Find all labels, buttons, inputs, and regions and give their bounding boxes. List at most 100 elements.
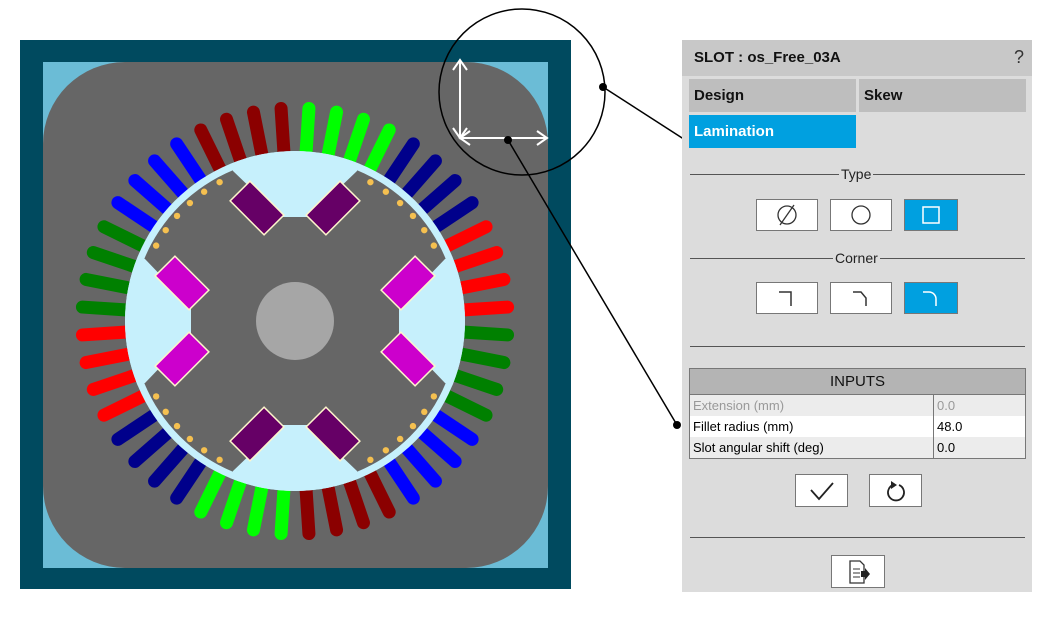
- rotor-marker-dot: [200, 447, 208, 454]
- stator-slot: [274, 480, 291, 541]
- rotor-pocket-group: [220, 151, 370, 217]
- chamfer-corner-icon: [853, 291, 867, 306]
- stator-slot: [361, 463, 396, 519]
- tab-design[interactable]: Design: [689, 79, 856, 112]
- extension-field: 0.0: [937, 398, 956, 413]
- rotor-marker-dot: [421, 226, 428, 234]
- stator-slot: [148, 439, 193, 488]
- stator-slot: [426, 406, 479, 446]
- panel-title: SLOT : os_Free_03A: [694, 49, 841, 66]
- permanent-magnet: [154, 255, 210, 311]
- stator-slot: [170, 137, 210, 190]
- fillet-radius-field[interactable]: 48.0: [937, 419, 963, 434]
- rotor-marker-dot: [367, 178, 374, 186]
- stator-slot: [361, 123, 396, 179]
- rotor-marker-dot: [421, 408, 428, 416]
- stator-slot: [194, 123, 229, 179]
- panel-header: SLOT : os_Free_03A ?: [682, 40, 1032, 76]
- stator-slot: [128, 423, 177, 468]
- fillet-corner-icon: [923, 291, 937, 306]
- stator-slot: [397, 439, 442, 488]
- stator-slot: [128, 174, 177, 219]
- stator-slot: [445, 367, 504, 396]
- slot-angular-shift-field[interactable]: 0.0: [937, 440, 956, 455]
- slot-panel: SLOT : os_Free_03A ? Design Skew Laminat…: [682, 40, 1032, 592]
- rotor-marker-dot: [186, 199, 194, 207]
- magnet-pair: [380, 255, 436, 387]
- permanent-magnet: [380, 331, 436, 387]
- stator-slot: [380, 137, 420, 190]
- rotor-marker-dot: [152, 242, 160, 249]
- stator-slot: [451, 346, 511, 370]
- undo-icon: [886, 480, 905, 501]
- inputs-table: INPUTS Extension (mm) 0.0 Fillet radius …: [689, 368, 1026, 459]
- stator-slot: [299, 101, 316, 162]
- zoom-circle: [438, 8, 606, 176]
- help-button[interactable]: ?: [1013, 47, 1024, 67]
- magnet-pair: [154, 255, 210, 387]
- apply-button[interactable]: [795, 474, 848, 507]
- inputs-header: INPUTS: [690, 369, 1025, 395]
- rotor-pocket: [399, 246, 465, 396]
- stator-slot: [380, 452, 420, 505]
- input-row-slot-angular-shift: Slot angular shift (deg) 0.0: [690, 437, 1025, 458]
- input-label: Extension (mm): [690, 395, 934, 416]
- stator-slot: [246, 105, 270, 165]
- leader-dot: [599, 83, 607, 91]
- divider: [690, 346, 1025, 347]
- tab-lamination[interactable]: Lamination: [689, 115, 856, 148]
- shaft: [256, 282, 334, 360]
- rotor-marker-dot: [430, 393, 438, 400]
- rotor-marker-dot: [186, 435, 194, 443]
- export-button[interactable]: [831, 555, 885, 588]
- stator-slot: [97, 387, 153, 422]
- corner-chamfer-button[interactable]: [830, 282, 892, 314]
- rotor-marker-dot: [173, 212, 181, 220]
- corner-sharp-button[interactable]: [756, 282, 818, 314]
- stator-slot: [341, 112, 370, 171]
- permanent-magnet: [380, 255, 436, 311]
- rotor-marker-dot: [396, 199, 404, 207]
- check-icon: [809, 481, 834, 500]
- stator-slot: [220, 471, 249, 530]
- permanent-magnet: [154, 331, 210, 387]
- rotor-pocket: [125, 246, 191, 396]
- rotor-marker-dot: [396, 435, 404, 443]
- stator-slot: [170, 452, 210, 505]
- stator-slot: [437, 387, 493, 422]
- stator-slot: [111, 196, 164, 236]
- reset-button[interactable]: [869, 474, 922, 507]
- stator-slot: [454, 300, 515, 317]
- stator-slot: [75, 325, 136, 342]
- divider: [690, 537, 1025, 538]
- rotor-marker-dot: [162, 408, 169, 416]
- rotor-pocket-group: [399, 246, 465, 396]
- rotor-marker-dot: [409, 422, 417, 430]
- magnet-pair: [229, 406, 361, 462]
- stator-slot: [220, 112, 249, 171]
- rotor: [125, 151, 465, 491]
- tab-skew[interactable]: Skew: [859, 79, 1026, 112]
- type-circle-slash-button[interactable]: [756, 199, 818, 231]
- rotor-marker-dot: [162, 226, 169, 234]
- permanent-magnet: [305, 406, 361, 462]
- type-circle-button[interactable]: [830, 199, 892, 231]
- rotor-pocket-group: [125, 246, 191, 396]
- stator-slot: [397, 154, 442, 203]
- type-square-button[interactable]: [904, 199, 958, 231]
- permanent-magnet: [229, 180, 285, 236]
- rotor-pocket-group: [220, 425, 370, 491]
- stator-slot: [320, 105, 344, 165]
- corner-fillet-button[interactable]: [904, 282, 958, 314]
- stator-slot: [75, 300, 136, 317]
- corner-label: Corner: [833, 250, 880, 266]
- square-icon: [922, 206, 940, 224]
- stator-slot: [274, 101, 291, 162]
- stator-slot: [451, 272, 511, 296]
- circle-icon: [851, 205, 871, 225]
- rotor-marker-dot: [200, 188, 208, 195]
- stator-slots: [75, 101, 515, 541]
- stator-slot: [246, 477, 270, 537]
- stator-slot: [426, 196, 479, 236]
